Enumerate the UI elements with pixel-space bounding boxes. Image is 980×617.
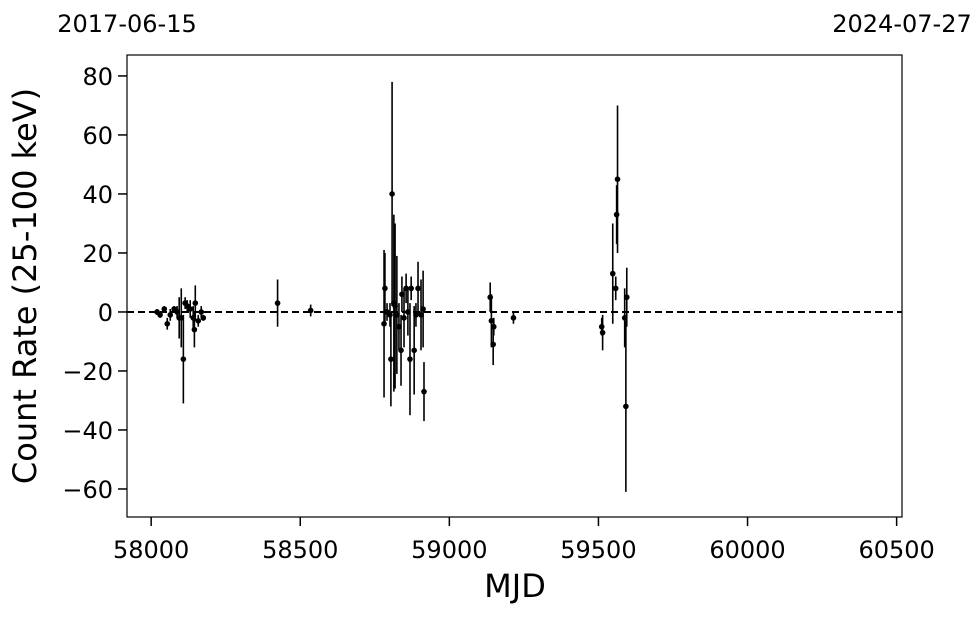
y-tick-label: 40 xyxy=(82,181,113,209)
data-point xyxy=(510,315,517,321)
data-point xyxy=(599,329,606,336)
data-point xyxy=(387,312,393,318)
y-tick-label: 60 xyxy=(82,122,113,150)
data-point xyxy=(157,312,163,318)
data-point xyxy=(161,306,168,312)
data-point xyxy=(623,403,629,410)
x-tick-label: 58500 xyxy=(262,536,338,564)
data-point xyxy=(612,285,619,292)
data-point xyxy=(192,300,199,306)
data-point xyxy=(164,320,171,327)
y-tick-label: 20 xyxy=(82,240,113,268)
data-point xyxy=(415,285,421,292)
y-tick-label: −60 xyxy=(62,476,113,504)
x-tick-label: 60000 xyxy=(709,536,785,564)
y-tick-label: 80 xyxy=(82,63,113,91)
data-point xyxy=(274,300,281,306)
top-date-label: 2017-06-15 xyxy=(57,10,196,38)
data-point xyxy=(614,176,621,183)
plot-frame xyxy=(126,54,903,518)
data-point xyxy=(187,306,194,312)
data-point xyxy=(167,312,174,318)
x-tick-label: 60500 xyxy=(858,536,934,564)
x-tick-label: 59500 xyxy=(560,536,636,564)
data-point xyxy=(421,388,427,395)
data-point xyxy=(598,323,605,330)
data-point xyxy=(389,191,395,197)
data-point xyxy=(407,356,413,362)
y-tick-label: −40 xyxy=(62,417,113,445)
data-point xyxy=(488,318,495,324)
data-point xyxy=(191,326,198,333)
data-point xyxy=(180,356,187,362)
data-point xyxy=(195,318,202,324)
x-tick-label: 59000 xyxy=(411,536,487,564)
data-point xyxy=(398,347,404,354)
data-point xyxy=(200,315,207,321)
data-point xyxy=(490,323,497,330)
y-axis-label: Count Rate (25-100 keV) xyxy=(6,88,44,484)
data-point xyxy=(307,307,314,314)
data-point xyxy=(613,211,620,218)
data-point xyxy=(411,347,417,354)
data-point xyxy=(382,285,388,292)
data-point xyxy=(408,285,414,292)
x-tick-label: 58000 xyxy=(113,536,189,564)
top-date-label: 2024-07-27 xyxy=(832,10,971,38)
data-point xyxy=(198,309,205,315)
y-tick-label: −20 xyxy=(62,358,113,386)
data-point xyxy=(420,306,426,312)
y-tick-label: 0 xyxy=(98,299,113,327)
data-point xyxy=(401,315,407,321)
data-point xyxy=(490,341,496,348)
data-point xyxy=(381,320,387,327)
data-point xyxy=(623,294,630,301)
data-point xyxy=(388,356,394,362)
data-point xyxy=(609,270,616,277)
x-axis-label: MJD xyxy=(484,567,546,605)
